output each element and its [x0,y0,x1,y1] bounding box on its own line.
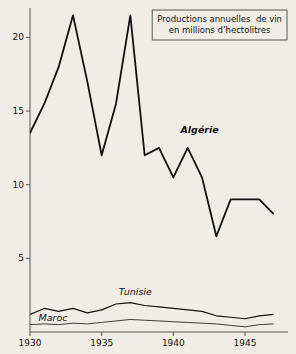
y-tick-label: 10 [13,180,25,190]
title: en millions d’hectolitres [169,25,271,35]
y-tick-label: 5 [18,253,24,263]
x-axis [30,332,288,333]
title-box: Productions annuelles de vinen millions … [152,10,287,40]
series-group [30,15,274,326]
y-tick-label: 15 [13,106,24,116]
series-label: Algérie [180,124,220,135]
series-line [30,15,274,236]
x-tick-label: 1945 [234,338,257,348]
x-tick [101,332,102,336]
chart: 5 10 15 20 1930 1935 1940 1945 Algérie Tunisie Mar… [0,0,296,354]
y-axis [30,8,31,332]
x-tick-label: 1935 [90,338,113,348]
y-tick [26,258,30,259]
y-tick [26,111,30,112]
x-tick-label: 1930 [19,338,42,348]
title: Productions annuelles de vin [157,14,282,24]
x-tick-label: 1940 [162,338,185,348]
series-label: Tunisie [119,286,152,297]
series-label: Maroc [39,312,69,323]
x-tick [30,332,31,336]
x-tick [245,332,246,336]
y-tick [26,37,30,38]
title-frame [152,10,287,40]
page: {"chart_data": { "type": "line", "title"… [0,0,296,354]
y-tick [26,184,30,185]
y-tick-label: 20 [13,32,25,42]
x-tick [173,332,174,336]
